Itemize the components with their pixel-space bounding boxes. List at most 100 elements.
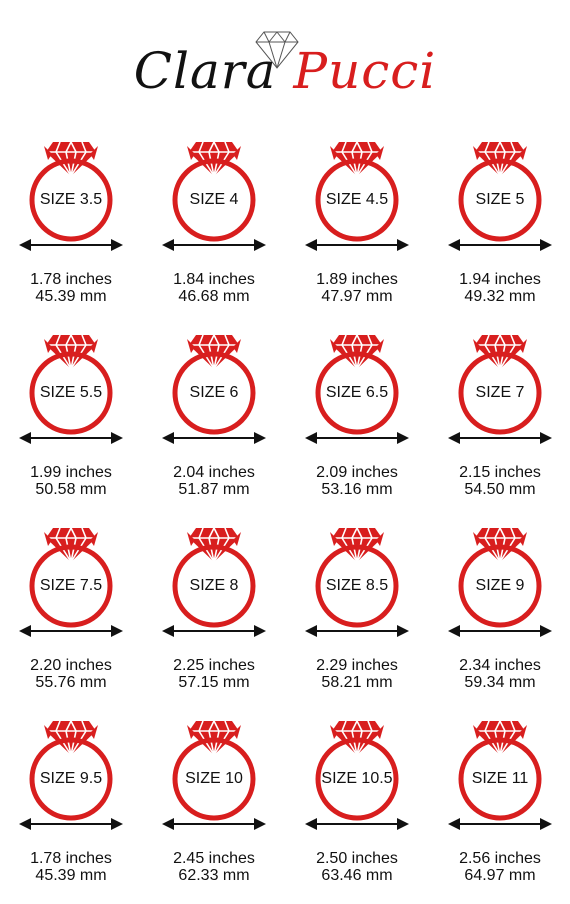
ring-size-card: SIZE 8.5 2.29 inches 58.21 mm <box>286 518 428 711</box>
diameter-mm: 47.97 mm <box>321 288 393 305</box>
double-arrow-icon <box>305 239 409 251</box>
diameter-mm: 54.50 mm <box>464 481 536 498</box>
ring-icon <box>305 527 409 637</box>
size-label: SIZE 10.5 <box>321 770 393 787</box>
ring-size-card: SIZE 8 2.25 inches 57.15 mm <box>143 518 285 711</box>
ring-band <box>315 351 399 435</box>
ring-band <box>29 737 113 821</box>
size-label: SIZE 6 <box>189 384 239 401</box>
ring-band <box>172 737 256 821</box>
size-label: SIZE 9.5 <box>39 770 103 787</box>
size-label: SIZE 7 <box>475 384 525 401</box>
ring-size-card: SIZE 5 1.94 inches 49.32 mm <box>429 132 570 325</box>
double-arrow-icon <box>305 432 409 444</box>
diameter-mm: 62.33 mm <box>178 867 250 884</box>
diameter-mm: 45.39 mm <box>35 867 107 884</box>
ring-size-card: SIZE 10 2.45 inches 62.33 mm <box>143 711 285 904</box>
diameter-mm: 46.68 mm <box>178 288 250 305</box>
double-arrow-icon <box>305 818 409 830</box>
diameter-inches: 2.09 inches <box>316 464 398 481</box>
diameter-mm: 57.15 mm <box>178 674 250 691</box>
diameter-inches: 2.29 inches <box>316 657 398 674</box>
diameter-inches: 1.89 inches <box>316 271 398 288</box>
ring-icon <box>448 334 552 444</box>
size-label: SIZE 8 <box>189 577 239 594</box>
ring-icon <box>19 334 123 444</box>
diameter-inches: 1.84 inches <box>173 271 255 288</box>
diameter-inches: 2.04 inches <box>173 464 255 481</box>
diameter-mm: 59.34 mm <box>464 674 536 691</box>
ring-icon <box>162 141 266 251</box>
ring-icon <box>19 720 123 830</box>
double-arrow-icon <box>19 818 123 830</box>
ring-band <box>315 737 399 821</box>
ring-size-card: SIZE 11 2.56 inches 64.97 mm <box>429 711 570 904</box>
double-arrow-icon <box>19 239 123 251</box>
ring-band <box>315 544 399 628</box>
ring-icon <box>305 334 409 444</box>
double-arrow-icon <box>19 625 123 637</box>
ring-icon <box>448 527 552 637</box>
double-arrow-icon <box>305 625 409 637</box>
ring-icon <box>448 141 552 251</box>
ring-size-card: SIZE 9.5 1.78 inches 45.39 mm <box>0 711 142 904</box>
size-label: SIZE 10 <box>185 770 243 787</box>
ring-band <box>315 158 399 242</box>
size-label: SIZE 9 <box>475 577 525 594</box>
brand-first-name: Clara <box>133 42 277 100</box>
brand-last-name: Pucci <box>293 42 437 100</box>
ring-band <box>458 158 542 242</box>
ring-size-card: SIZE 3.5 1.78 inches 45.39 mm <box>0 132 142 325</box>
ring-size-card: SIZE 6 2.04 inches 51.87 mm <box>143 325 285 518</box>
diameter-mm: 49.32 mm <box>464 288 536 305</box>
double-arrow-icon <box>162 625 266 637</box>
diameter-mm: 51.87 mm <box>178 481 250 498</box>
ring-band <box>29 351 113 435</box>
size-label: SIZE 7.5 <box>39 577 103 594</box>
ring-size-card: SIZE 10.5 2.50 inches 63.46 mm <box>286 711 428 904</box>
size-label: SIZE 6.5 <box>325 384 389 401</box>
ring-icon <box>162 334 266 444</box>
diameter-mm: 58.21 mm <box>321 674 393 691</box>
diameter-inches: 2.45 inches <box>173 850 255 867</box>
diameter-inches: 2.56 inches <box>459 850 541 867</box>
ring-size-card: SIZE 4 1.84 inches 46.68 mm <box>143 132 285 325</box>
ring-icon <box>162 527 266 637</box>
ring-band <box>29 158 113 242</box>
ring-icon <box>162 720 266 830</box>
diameter-mm: 64.97 mm <box>464 867 536 884</box>
double-arrow-icon <box>162 432 266 444</box>
size-label: SIZE 5 <box>475 191 525 208</box>
ring-icon <box>19 141 123 251</box>
double-arrow-icon <box>448 239 552 251</box>
ring-band <box>458 544 542 628</box>
diamond-outline-icon <box>255 31 299 69</box>
ring-icon <box>19 527 123 637</box>
size-label: SIZE 3.5 <box>39 191 103 208</box>
size-label: SIZE 4 <box>189 191 239 208</box>
double-arrow-icon <box>162 239 266 251</box>
diameter-inches: 1.78 inches <box>30 271 112 288</box>
ring-size-card: SIZE 6.5 2.09 inches 53.16 mm <box>286 325 428 518</box>
diameter-mm: 63.46 mm <box>321 867 393 884</box>
diameter-inches: 2.50 inches <box>316 850 398 867</box>
diameter-inches: 2.25 inches <box>173 657 255 674</box>
size-label: SIZE 4.5 <box>325 191 389 208</box>
brand-logo: Clara Pucci <box>0 36 570 106</box>
diameter-inches: 2.20 inches <box>30 657 112 674</box>
diameter-mm: 50.58 mm <box>35 481 107 498</box>
ring-icon <box>448 720 552 830</box>
diameter-mm: 53.16 mm <box>321 481 393 498</box>
ring-size-card: SIZE 4.5 1.89 inches 47.97 mm <box>286 132 428 325</box>
ring-icon <box>305 720 409 830</box>
diameter-inches: 1.99 inches <box>30 464 112 481</box>
header: Clara Pucci <box>0 0 570 120</box>
ring-band <box>172 544 256 628</box>
diameter-inches: 1.94 inches <box>459 271 541 288</box>
ring-size-card: SIZE 5.5 1.99 inches 50.58 mm <box>0 325 142 518</box>
double-arrow-icon <box>448 818 552 830</box>
ring-size-grid: SIZE 3.5 1.78 inches 45.39 mm SIZE 4 1.84 in… <box>0 132 570 897</box>
diameter-mm: 55.76 mm <box>35 674 107 691</box>
ring-band <box>29 544 113 628</box>
ring-icon <box>305 141 409 251</box>
